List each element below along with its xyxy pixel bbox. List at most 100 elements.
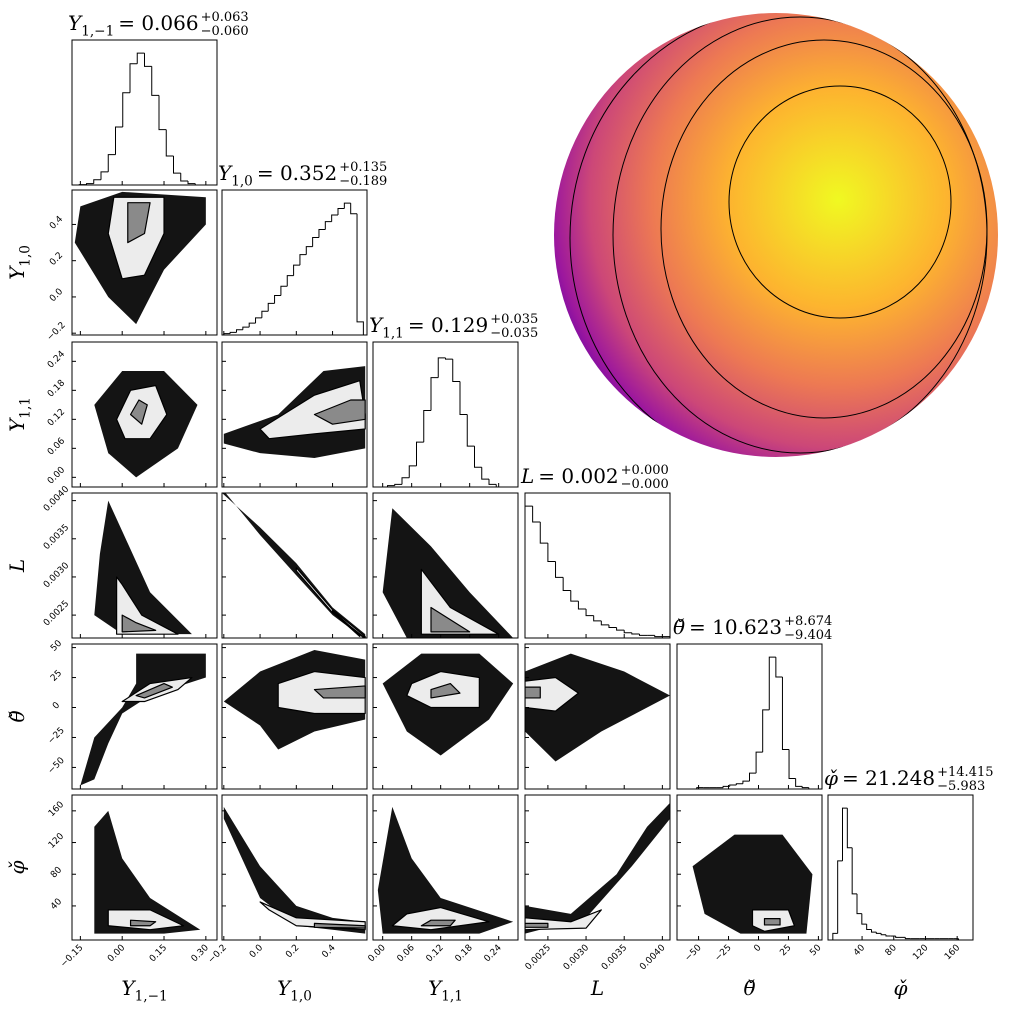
axis-label: φ̌ — [893, 976, 907, 1000]
histogram — [223, 202, 364, 335]
histogram-step — [337, 207, 345, 216]
axis-label: Y1,0 = 0.352 — [218, 161, 337, 190]
histogram-step — [555, 561, 564, 578]
histogram-step — [86, 183, 94, 185]
panel-frame — [221, 189, 368, 336]
axis-label: L — [590, 976, 604, 1000]
label-symbol: Y — [5, 265, 29, 280]
y-tick-label: 0.0035 — [42, 523, 71, 552]
density-cloud — [692, 834, 813, 934]
density-cloud — [223, 806, 366, 934]
histogram-step — [856, 893, 862, 915]
title-value: = 10.623 — [689, 615, 782, 639]
histogram-step — [445, 357, 453, 360]
histogram-step — [885, 934, 891, 937]
label-symbol: θ̌ — [5, 710, 29, 722]
histogram-step — [781, 676, 790, 750]
histogram-step — [466, 414, 475, 447]
y-tick-label: 0.0 — [48, 287, 65, 304]
y-tick-label: 40 — [49, 897, 64, 912]
histogram-step — [585, 609, 594, 617]
histogram — [373, 357, 518, 488]
density-panel — [222, 493, 366, 638]
panel-frame — [372, 492, 519, 639]
density-core — [313, 399, 366, 425]
title-value: = 0.129 — [408, 313, 488, 337]
label-subscript: 1,0 — [290, 989, 312, 1005]
histogram-step — [93, 179, 101, 184]
histogram-step — [255, 317, 262, 324]
histogram-step — [866, 924, 872, 930]
histogram-step — [293, 264, 300, 276]
histogram-step — [474, 446, 482, 468]
y-tick-label: 0.24 — [46, 349, 67, 370]
label-subscript: 1,1 — [18, 397, 34, 419]
y-tick-label: 0.06 — [46, 436, 67, 457]
x-tick-label: 0.0030 — [562, 943, 592, 973]
x-tick-label: 0.00 — [106, 943, 127, 964]
histogram-step — [158, 95, 167, 131]
histogram — [524, 505, 671, 638]
y-tick-label: −25 — [46, 726, 67, 747]
panel-frame — [71, 189, 218, 336]
histogram-step — [236, 329, 243, 333]
density-panel — [223, 366, 366, 458]
x-tick-label: 0.12 — [425, 943, 446, 964]
histogram-step — [801, 786, 809, 789]
title-upper-error: +8.674 — [784, 614, 832, 629]
x-tick-label: 40 — [852, 943, 867, 958]
axis-label: Y1,1 — [428, 976, 463, 1005]
label-symbol: Y — [68, 11, 83, 35]
histogram-step — [851, 847, 857, 895]
panel-frame — [221, 794, 368, 941]
histogram-step — [286, 275, 294, 287]
label-subscript: 1,0 — [18, 245, 34, 267]
x-tick-label: 80 — [884, 943, 899, 958]
histogram-step — [416, 441, 424, 466]
histogram-step — [107, 154, 116, 172]
y-tick-label: 0.12 — [46, 407, 67, 428]
density-panel — [377, 806, 514, 934]
y-tick-label: 0.00 — [46, 465, 67, 486]
density-panel — [223, 806, 366, 934]
histogram-step — [430, 377, 439, 411]
label-subscript: 1,0 — [231, 174, 253, 190]
x-tick-label: 50 — [808, 943, 823, 958]
histogram-step — [616, 627, 625, 631]
y-tick-label: 0.2 — [48, 251, 65, 268]
density-panel — [525, 653, 670, 762]
panel-frame — [71, 643, 218, 790]
label-symbol: Y — [121, 976, 136, 1000]
x-tick-label: −50 — [683, 943, 704, 964]
x-tick-label: 0.24 — [483, 943, 504, 964]
density-panel — [94, 371, 198, 478]
x-tick-label: 160 — [943, 943, 962, 962]
density-contour — [391, 906, 490, 931]
title-upper-error: +0.035 — [490, 312, 538, 327]
histogram-step — [871, 929, 877, 933]
x-tick-label: 0.0035 — [600, 943, 629, 972]
histogram-step — [151, 66, 159, 96]
title-lower-error: −5.983 — [937, 779, 985, 794]
histogram-step — [638, 634, 648, 636]
density-core — [129, 919, 157, 927]
x-tick-label: −25 — [713, 943, 734, 964]
label-symbol: L — [520, 464, 534, 488]
title-upper-error: +14.415 — [937, 765, 993, 780]
density-core — [763, 918, 781, 926]
histogram-step — [318, 229, 326, 238]
axis-label: φ̌ — [5, 860, 29, 874]
panel-frame — [524, 492, 671, 639]
histogram-step — [274, 294, 281, 304]
x-tick-label: 0 — [752, 943, 763, 954]
sphere — [554, 13, 998, 457]
histogram-step — [608, 624, 617, 628]
x-tick-label: 25 — [778, 943, 793, 958]
density-contour — [107, 909, 185, 931]
histogram-step — [631, 632, 640, 635]
histogram — [72, 52, 217, 186]
x-tick-label: 0.0025 — [524, 943, 553, 972]
x-tick-label: 120 — [911, 943, 930, 962]
title-value: = 0.002 — [538, 464, 618, 488]
